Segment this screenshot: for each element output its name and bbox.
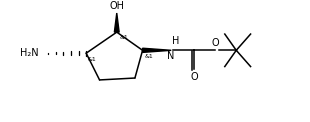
Polygon shape xyxy=(143,48,171,52)
Polygon shape xyxy=(114,13,119,32)
Text: &1: &1 xyxy=(88,57,97,62)
Text: O: O xyxy=(190,72,198,82)
Text: H₂N: H₂N xyxy=(20,48,38,58)
Text: H: H xyxy=(172,36,179,46)
Text: N: N xyxy=(166,51,174,61)
Text: OH: OH xyxy=(109,1,124,11)
Text: O: O xyxy=(211,38,219,48)
Text: &1: &1 xyxy=(144,54,153,59)
Text: &1: &1 xyxy=(120,35,128,40)
